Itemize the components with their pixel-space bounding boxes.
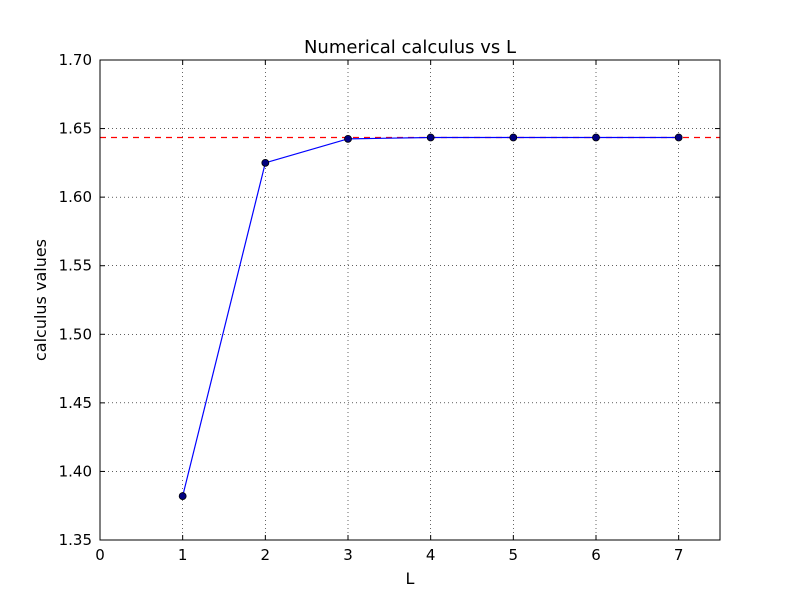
y-axis-label: calculus values xyxy=(31,239,50,361)
y-tick-label: 1.40 xyxy=(59,462,92,480)
data-point xyxy=(592,133,600,142)
y-tick-label: 1.35 xyxy=(59,531,92,549)
x-tick-label: 7 xyxy=(674,546,684,564)
plot-area xyxy=(100,60,720,540)
x-tick-label: 1 xyxy=(178,546,188,564)
y-tick-label: 1.60 xyxy=(59,188,92,206)
data-point xyxy=(674,133,683,142)
data-point xyxy=(426,133,435,142)
x-tick-label: 3 xyxy=(343,546,353,564)
x-tick-label: 5 xyxy=(509,546,519,564)
x-tick-label: 6 xyxy=(591,546,601,564)
y-tick-label: 1.45 xyxy=(59,394,92,412)
x-tick-label: 4 xyxy=(426,546,436,564)
data-point xyxy=(344,134,352,143)
data-point xyxy=(178,492,187,501)
data-point xyxy=(261,158,270,167)
y-tick-label: 1.50 xyxy=(59,325,92,343)
x-tick-label: 0 xyxy=(95,546,105,564)
y-tick-label: 1.55 xyxy=(59,257,92,275)
x-axis-label: L xyxy=(406,569,415,588)
plot-frame xyxy=(99,59,721,541)
chart-title: Numerical calculus vs L xyxy=(304,37,516,58)
ticks: 0 1 2 3 4 5 6 7 1.35 1.40 1.45 1.50 1.55 1.60 1.65 1.70 xyxy=(59,51,720,564)
series-group xyxy=(178,133,683,501)
x-tick-label: 2 xyxy=(261,546,271,564)
data-point xyxy=(509,133,518,142)
y-tick-label: 1.70 xyxy=(59,51,92,69)
y-tick-label: 1.65 xyxy=(59,120,92,138)
